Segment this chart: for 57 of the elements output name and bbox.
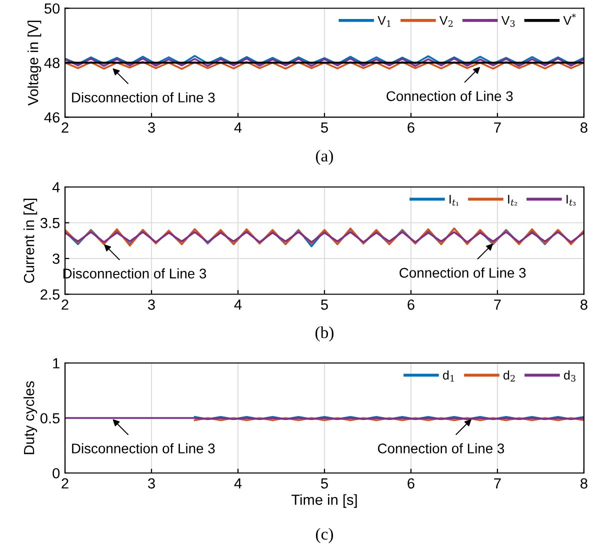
x-tick-label: 6 [408,299,414,310]
legend-label: V$_{3}$ [501,16,515,27]
y-axis-title: Voltage in [V] [28,20,42,106]
legend-label: d$_{2}$ [503,370,515,382]
y-tick-label: 0 [52,468,60,478]
y-tick-label: 48 [44,58,60,68]
legend-label: I$_{t₂}$ [508,194,517,206]
y-axis-title: Current in [A] [24,198,38,283]
x-tick-label: 7 [494,300,501,310]
line-series [65,60,584,70]
y-tick-label: 2.5 [40,289,60,300]
x-tick-label: 3 [148,299,155,310]
x-tick-label: 2 [62,478,68,488]
line-series [65,54,584,65]
annotation: Disconnection of Line 3 [72,92,215,102]
x-tick-label: 8 [580,478,588,489]
legend-label: I$_{t₁}$ [450,194,458,206]
legend-label: V$_{1}$ [378,16,390,27]
legend-label: d$_{3}$ [564,370,576,382]
x-tick-label: 4 [234,122,242,133]
y-tick-label: 46 [44,112,60,123]
x-tick-label: 5 [321,122,328,133]
annotation: Disconnection of Line 3 [72,443,215,454]
x-tick-label: 7 [494,122,501,133]
line-series [65,58,584,67]
x-tick-label: 6 [408,122,414,133]
legend-label: V$^{*}$ [563,14,576,25]
legend-label: d$_{1}$ [442,370,454,382]
x-tick-label: 5 [321,300,328,310]
y-axis-title: Duty cycles [24,381,38,454]
x-tick-label: 3 [148,478,155,489]
annotation: Connection of Line 3 [400,268,526,278]
text: (b) [315,326,334,342]
y-tick-label: 1 [53,358,60,368]
line-series [65,231,584,243]
x-tick-label: 8 [580,122,588,133]
text: (a) [316,150,333,165]
y-tick-label: 4 [52,182,60,192]
text: (c) [316,528,333,544]
y-tick-label: 50 [44,3,60,14]
x-tick-label: 2 [62,299,68,310]
x-tick-label: 5 [321,478,328,489]
legend-label: I$_{t₃}$ [566,194,576,206]
x-axis-title: Time in [s] [291,494,357,508]
legend-label: V$_{2}$ [439,16,453,27]
x-tick-label: 7 [494,478,501,488]
x-tick-label: 4 [234,478,242,488]
x-tick-label: 2 [62,122,68,133]
annotation: Connection of Line 3 [378,443,504,454]
annotation: Connection of Line 3 [386,90,513,102]
x-tick-label: 3 [148,122,155,133]
x-tick-label: 6 [408,478,414,489]
x-tick-label: 4 [234,300,242,310]
y-tick-label: 3.5 [40,218,60,228]
y-tick-label: 0.5 [40,413,60,424]
y-tick-label: 3 [52,254,60,264]
x-tick-label: 8 [580,299,588,310]
